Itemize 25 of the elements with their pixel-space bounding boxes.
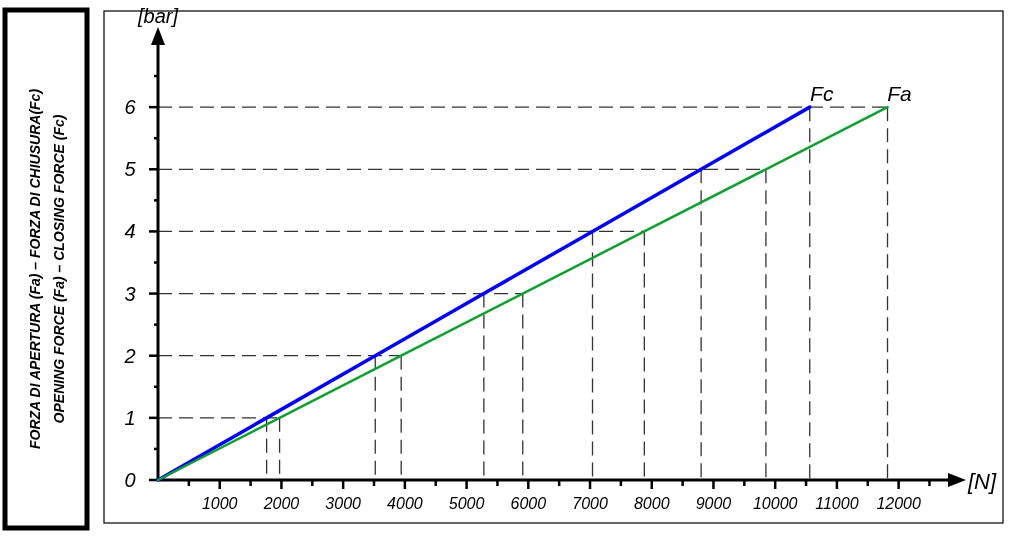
x-tick-label: 9000 (695, 495, 732, 512)
x-tick-label: 1000 (201, 495, 238, 512)
x-tick-label: 2000 (262, 495, 300, 512)
x-tick-label: 12000 (876, 495, 921, 512)
y-axis-title: [bar] (136, 5, 179, 27)
y-tick-label: 4 (124, 220, 136, 243)
series-label: Fa (887, 82, 912, 106)
x-axis-title: [N] (967, 469, 997, 494)
x-tick-label: 5000 (448, 495, 485, 512)
y-tick-label: 0 (124, 469, 136, 491)
x-tick-label: 6000 (510, 495, 547, 512)
y-tick-label: 1 (124, 406, 136, 429)
x-tick-label: 8000 (633, 495, 670, 512)
y-tick-label: 3 (124, 282, 136, 305)
text: FORZA DI APERTURA (Fa) – FORZA DI CHIUSURA(Fc) (27, 88, 43, 450)
y-tick-label: 2 (123, 344, 136, 367)
y-tick-label: 5 (124, 158, 137, 181)
series-label: Fc (810, 82, 834, 106)
x-tick-label: 7000 (572, 495, 608, 512)
y-tick-label: 6 (124, 96, 137, 119)
text: OPENING FORCE (Fa) – CLOSING FORCE (Fc) (51, 114, 67, 424)
x-tick-label: 3000 (325, 495, 362, 512)
x-tick-label: 11000 (815, 495, 859, 512)
x-tick-label: 10000 (752, 495, 798, 512)
x-tick-label: 4000 (387, 495, 423, 512)
